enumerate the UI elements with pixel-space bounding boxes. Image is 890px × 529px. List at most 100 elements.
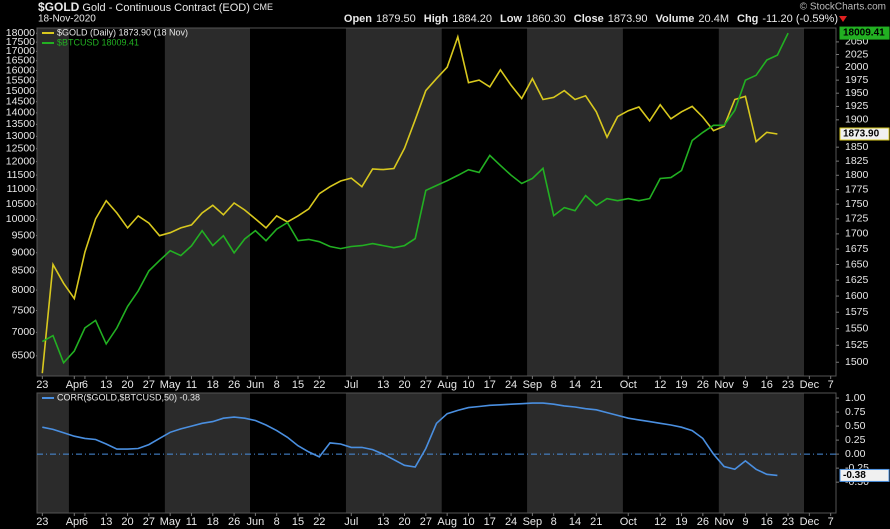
x-tick-label: 23 (782, 516, 794, 528)
x-tick-label: 6 (82, 379, 88, 391)
x-tick-label: 13 (377, 379, 389, 391)
y-tick-label: 18000 (6, 27, 35, 39)
stat-value: -11.20 (-0.59%) (762, 13, 838, 25)
y-tick-label: 6500 (12, 350, 36, 362)
y2-tick-label: 1650 (845, 258, 869, 270)
x-tick-label: 13 (377, 516, 389, 528)
x-tick-label: 27 (420, 516, 432, 528)
month-band (718, 393, 805, 513)
stat-label: Chg (737, 13, 758, 25)
x-tick-label: 9 (742, 516, 748, 528)
month-band (37, 28, 69, 376)
x-tick-label: 17 (484, 379, 496, 391)
x-tick-label: 12 (654, 379, 666, 391)
y-tick-label: 11000 (7, 183, 36, 195)
x-tick-label: 23 (36, 516, 48, 528)
month-band (527, 393, 623, 513)
month-band (622, 28, 719, 376)
last-value-label: 18009.41 (843, 28, 885, 39)
x-tick-label: 14 (569, 379, 581, 391)
month-band (68, 28, 165, 376)
y2-tick-label: 2000 (845, 61, 869, 73)
y2-tick-label: 1500 (845, 356, 869, 368)
month-band (164, 28, 251, 376)
month-band (527, 28, 623, 376)
y-tick-label: 0.75 (845, 406, 866, 418)
y2-tick-label: 1750 (845, 198, 869, 210)
x-tick-label: 20 (121, 379, 133, 391)
stat-value: 1873.90 (608, 13, 648, 25)
y-tick-label: 8500 (12, 265, 36, 277)
x-tick-label: 19 (675, 379, 687, 391)
month-band (250, 28, 346, 376)
x-tick-label: 23 (782, 379, 794, 391)
y-tick-label: 0.00 (845, 448, 866, 460)
y2-tick-label: 2025 (845, 48, 869, 60)
x-tick-label: Jul (344, 516, 358, 528)
x-tick-label: 6 (82, 516, 88, 528)
x-tick-label: 11 (186, 379, 197, 391)
x-tick-label: 27 (143, 516, 155, 528)
y-tick-label: 9500 (12, 229, 36, 241)
legend-label: $GOLD (Daily) 1873.90 (18 Nov) (57, 27, 188, 37)
y2-tick-label: 1900 (845, 114, 869, 126)
stat-label: High (424, 13, 449, 25)
y2-tick-label: 1600 (845, 290, 869, 302)
y-tick-label: 12500 (6, 143, 35, 155)
y-tick-label: 13000 (6, 130, 35, 142)
month-band (804, 28, 836, 376)
x-tick-label: 10 (462, 379, 474, 391)
last-value-box (839, 468, 890, 482)
y2-tick-label: 1925 (845, 100, 869, 112)
x-tick-label: Apr (66, 516, 83, 528)
stat-value: 1884.20 (452, 13, 492, 25)
y2-tick-label: 1700 (845, 228, 869, 240)
x-tick-label: 19 (675, 516, 687, 528)
y-tick-label: 10500 (6, 198, 35, 210)
y2-tick-label: 1525 (845, 339, 869, 351)
y-tick-label: 13500 (6, 118, 35, 130)
x-tick-label: Oct (620, 379, 637, 391)
x-tick-label: 21 (590, 516, 602, 528)
x-tick-label: 8 (551, 516, 557, 528)
month-band (345, 28, 442, 376)
y-tick-label: 17000 (6, 45, 35, 57)
x-tick-label: 22 (313, 516, 325, 528)
x-tick-label: 26 (228, 516, 240, 528)
x-tick-label: 26 (697, 516, 709, 528)
y-tick-label: 16500 (6, 55, 35, 67)
month-band (37, 393, 69, 513)
x-tick-label: Jul (344, 379, 358, 391)
y-tick-label: 15500 (6, 74, 35, 86)
y-tick-label: 17500 (6, 36, 35, 48)
month-band (164, 393, 251, 513)
last-value-box (839, 127, 890, 141)
exchange: CME (253, 2, 273, 12)
x-tick-label: 20 (398, 379, 410, 391)
month-band (345, 393, 442, 513)
x-tick-label: 8 (274, 379, 280, 391)
x-tick-label: May (160, 379, 181, 391)
y2-tick-label: 1975 (845, 74, 869, 86)
month-band (441, 393, 528, 513)
y-tick-label: 10000 (6, 213, 35, 225)
plot-frame (36, 27, 837, 377)
x-tick-label: 17 (484, 516, 496, 528)
x-tick-label: 26 (228, 379, 240, 391)
month-band (441, 28, 528, 376)
x-tick-label: Nov (714, 379, 734, 391)
y-tick-label: 15000 (6, 85, 35, 97)
stat-label: Low (500, 13, 522, 25)
x-tick-label: 14 (569, 516, 581, 528)
x-tick-label: 12 (654, 516, 666, 528)
symbol: $GOLD (38, 0, 80, 14)
x-tick-label: 10 (462, 516, 474, 528)
x-tick-label: 7 (828, 516, 834, 528)
x-tick-label: Apr (66, 379, 83, 391)
y-tick-label: 14500 (6, 96, 35, 108)
x-tick-label: 18 (207, 379, 219, 391)
x-tick-label: Aug (437, 516, 457, 528)
x-tick-label: 20 (121, 516, 133, 528)
stat-label: Close (574, 13, 604, 25)
y2-tick-label: 1550 (845, 322, 869, 334)
